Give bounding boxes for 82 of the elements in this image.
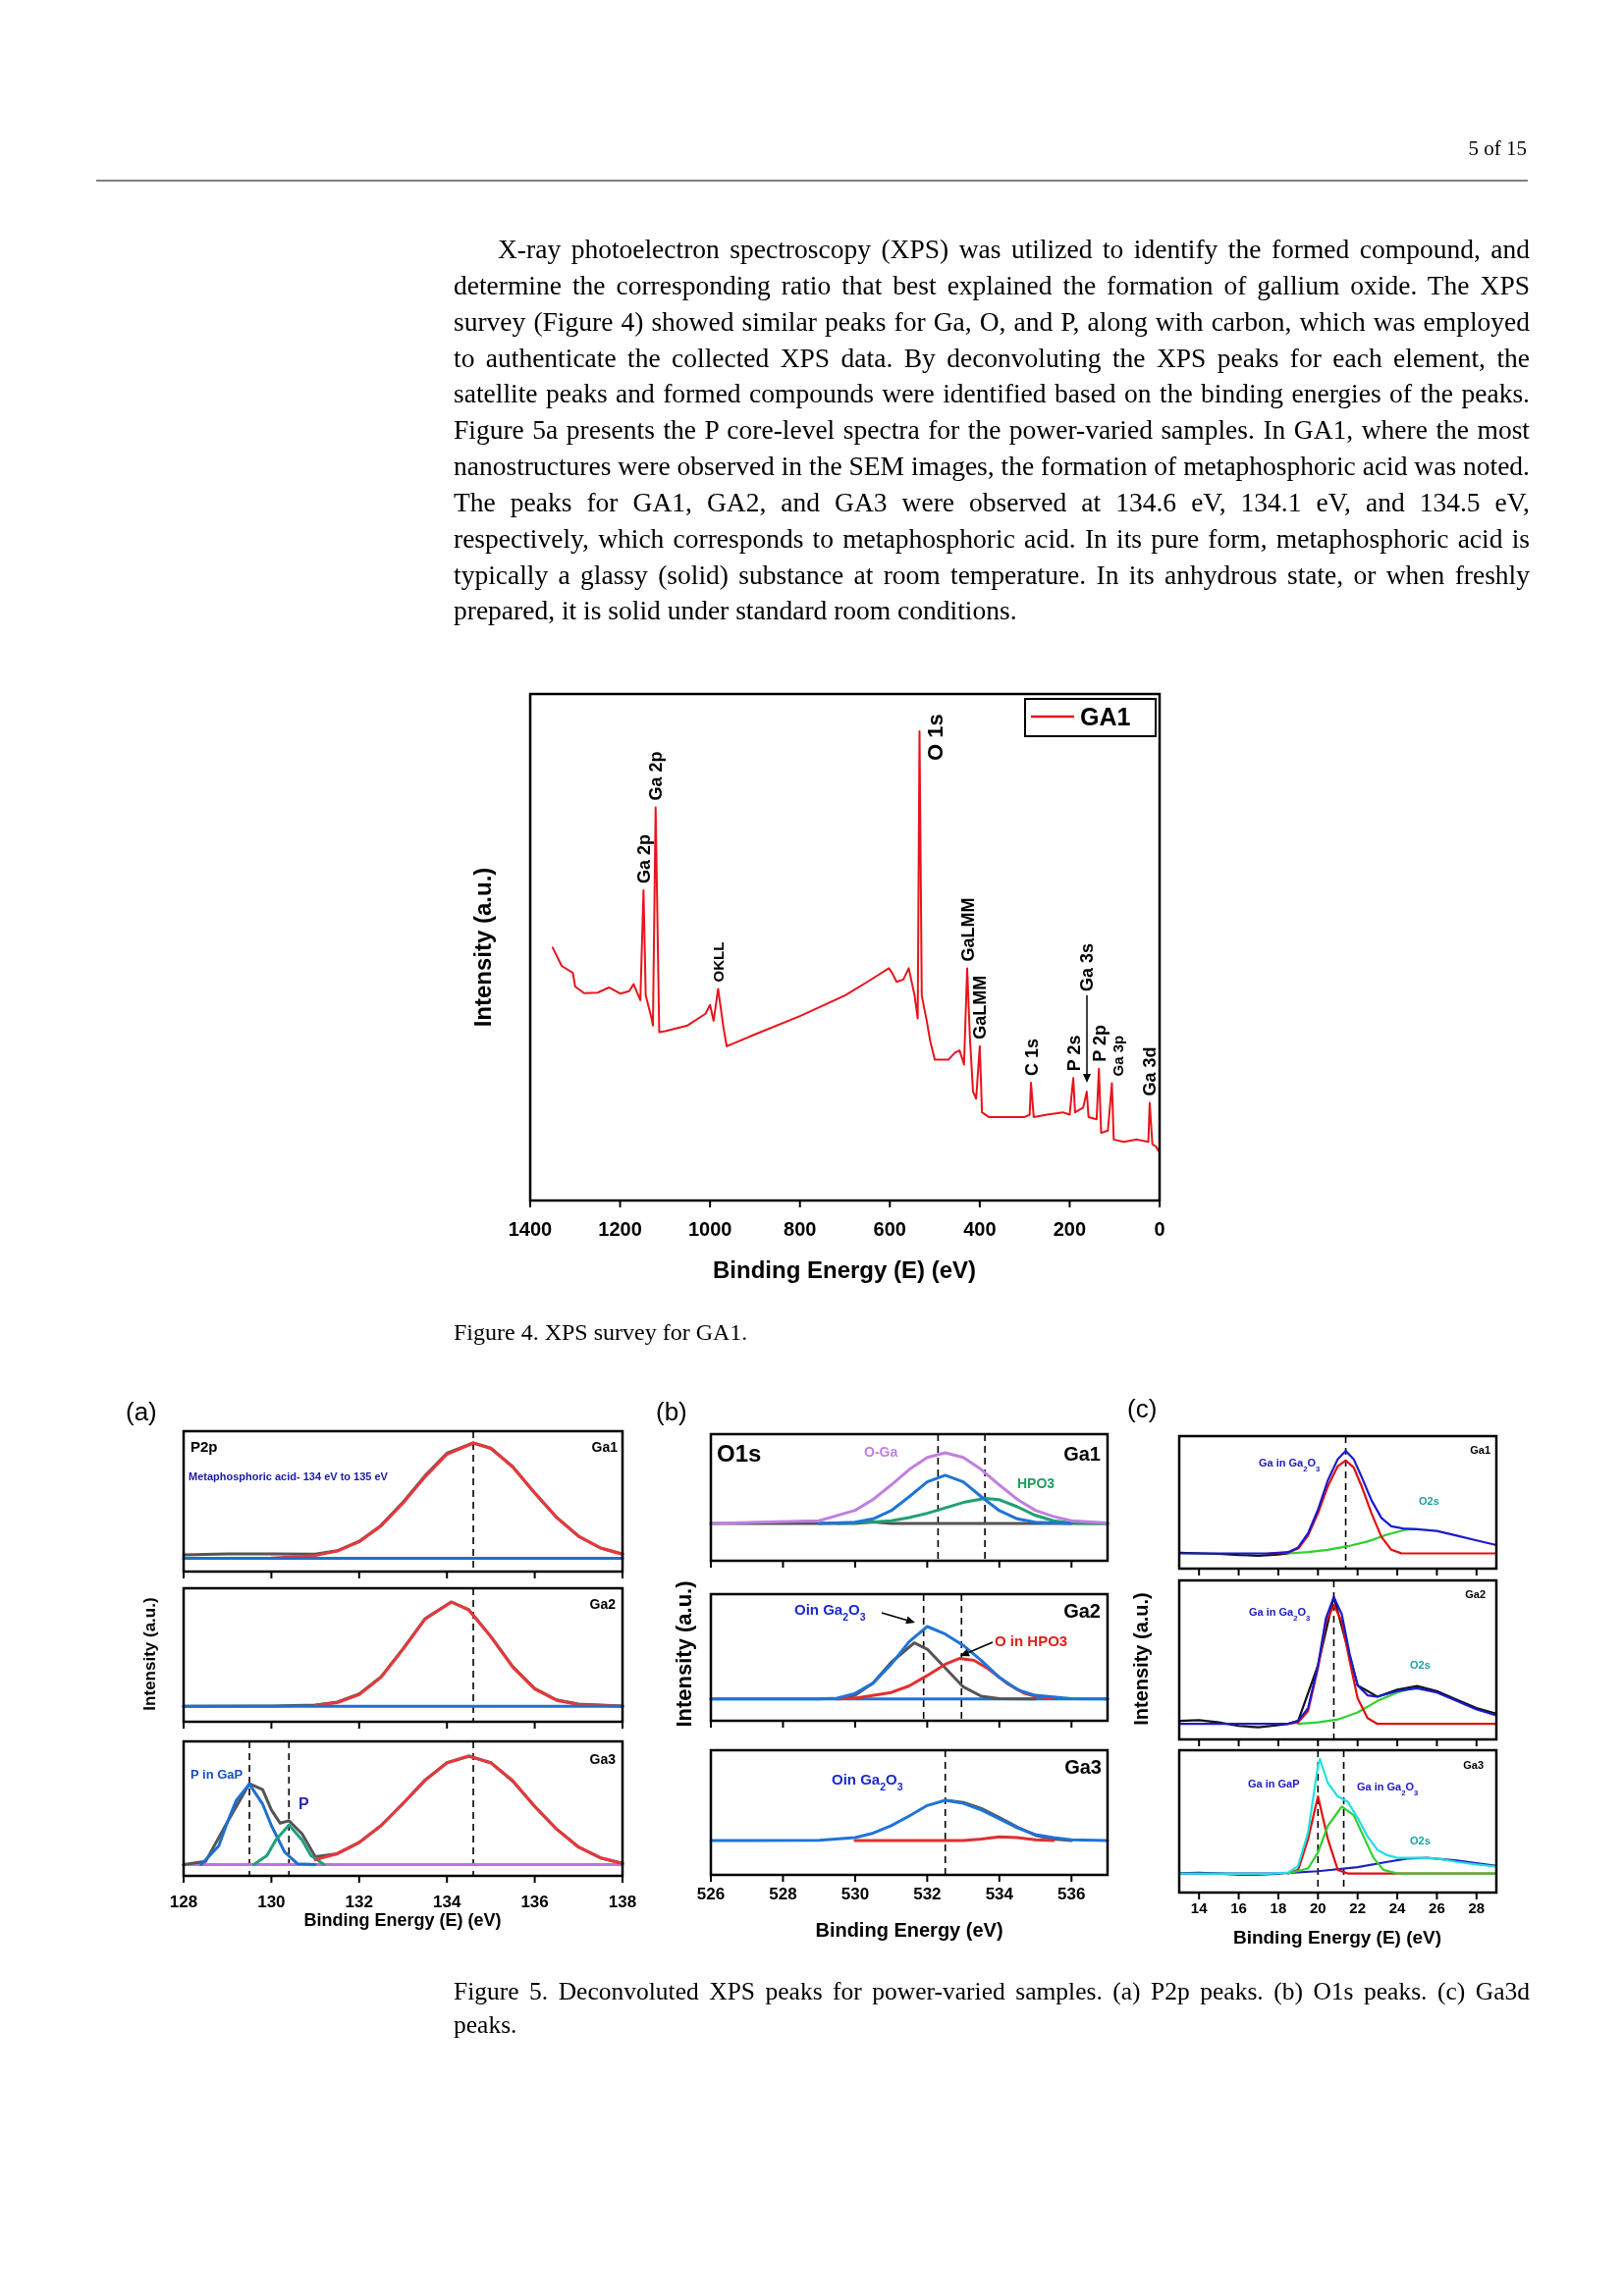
annotation: Ga in Ga$_{2}$O$_{3}$ xyxy=(1357,1781,1419,1797)
text: Ga3 xyxy=(1064,1756,1102,1778)
x-tick-label: 134 xyxy=(433,1893,461,1911)
annotation: Ga3 xyxy=(589,1751,617,1767)
annotation: GaLMM xyxy=(970,975,991,1040)
annotation: C 1s xyxy=(1021,1038,1042,1077)
caption: Figure 4. XPS survey for GA1. xyxy=(454,1319,748,1345)
annotation: Ga 3d xyxy=(1140,1046,1161,1096)
annotation: O in HPO3 xyxy=(995,1632,1068,1649)
annotation: Ga 2p xyxy=(646,751,667,801)
x-tick-label: 20 xyxy=(1309,1899,1326,1916)
x-tick-label: 138 xyxy=(608,1893,637,1911)
y-axis-title: Intensity (a.u.) xyxy=(672,1580,696,1728)
text: Ga2 xyxy=(1063,1600,1101,1622)
annotation: Ga1 xyxy=(1470,1444,1490,1456)
annotation: O2s xyxy=(1410,1835,1431,1846)
x-tick-label: 136 xyxy=(520,1893,549,1911)
x-tick-label: 1400 xyxy=(508,1218,553,1240)
annotation: O2s xyxy=(1410,1659,1431,1671)
x-tick-label: 0 xyxy=(1154,1218,1165,1240)
x-tick-label: 530 xyxy=(840,1885,870,1903)
annotation: P2p xyxy=(190,1438,218,1455)
x-tick-label: 16 xyxy=(1230,1899,1247,1916)
x-axis-title: Binding Energy (E) (eV) xyxy=(712,1256,977,1283)
annotation: Ga in Ga$_{2}$O$_{3}$ xyxy=(1259,1457,1321,1473)
annotation: Ga3 xyxy=(1463,1759,1484,1771)
text: (b) xyxy=(656,1397,687,1426)
x-tick-label: 22 xyxy=(1349,1899,1367,1916)
caption: Figure 5. Deconvoluted XPS peaks for power-varied samples. (a) P2p peaks. (b) O1s peaks. (c) Ga3d peaks. xyxy=(454,1976,1530,2042)
annotation: Ga 2p xyxy=(633,834,654,884)
y-axis-title: Intensity (a.u.) xyxy=(140,1597,159,1711)
x-tick-label: 526 xyxy=(696,1885,726,1903)
x-axis-title: Binding Energy (eV) xyxy=(815,1919,1003,1941)
x-tick-label: 200 xyxy=(1053,1218,1087,1240)
x-tick-label: 18 xyxy=(1270,1899,1287,1916)
annotation: P xyxy=(298,1795,309,1812)
x-tick-label: 534 xyxy=(985,1885,1014,1903)
x-tick-label: 400 xyxy=(963,1218,997,1240)
annotation: P 2s xyxy=(1063,1035,1084,1072)
x-tick-label: 532 xyxy=(913,1885,942,1903)
annotation: GaLMM xyxy=(957,897,978,962)
y-axis-title: Intensity (a.u.) xyxy=(469,867,496,1028)
x-tick-label: 130 xyxy=(257,1893,286,1911)
annotation: Ga 3s xyxy=(1077,942,1097,991)
x-tick-label: 1000 xyxy=(687,1218,732,1240)
x-tick-label: 24 xyxy=(1388,1899,1407,1916)
x-tick-label: 600 xyxy=(873,1218,906,1240)
x-axis-title: Binding Energy (E) (eV) xyxy=(303,1910,502,1930)
text: 5 of 15 xyxy=(1468,136,1527,160)
text: X-ray photoelectron spectroscopy (XPS) was utilized to identify the formed compound, and determine the corresponding ratio that best explained the formation of gallium oxide. The XPS survey (Figure 4) showed similar peaks for Ga, O, and P, along with carbon, which was employed to authenticate the collected XPS data. By deconvoluting the XPS peaks for each element, the satellite peaks and formed compounds were identified based on the binding energies of the peaks. Figure 5a presents the P core-level spectra for the power-varied samples. In GA1, where the most nanostructures were observed in the SEM images, the formation of metaphosphoric acid was noted. The peaks for GA1, GA2, and GA3 were observed at 134.6 eV, 134.1 eV, and 134.5 eV, respectively, which corresponds to metaphosphoric acid. In its pure form, metaphosphoric acid is typically a glassy (solid) substance at room temperature. In its anhydrous state, or when freshly prepared, it is solid under standard room conditions. xyxy=(454,234,1530,626)
x-tick-label: 14 xyxy=(1190,1899,1209,1916)
y-axis-title: Intensity (a.u.) xyxy=(1130,1592,1152,1726)
annotation: Ga2 xyxy=(1465,1588,1486,1600)
x-tick-label: 26 xyxy=(1429,1899,1445,1916)
text: Oin Ga$_{2}$O$_{3}$ xyxy=(794,1601,866,1623)
annotation: O1s xyxy=(717,1440,762,1467)
annotation: Ga in GaP xyxy=(1248,1778,1300,1789)
legend-label: GA1 xyxy=(1080,703,1131,730)
annotation: Ga1 xyxy=(1063,1443,1101,1465)
x-tick-label: 1200 xyxy=(598,1218,642,1240)
annotation: HPO3 xyxy=(1017,1475,1056,1491)
text: (c) xyxy=(1127,1394,1158,1423)
text: (a) xyxy=(126,1397,157,1426)
x-tick-label: 28 xyxy=(1468,1899,1486,1916)
x-tick-label: 132 xyxy=(345,1893,373,1911)
x-tick-label: 536 xyxy=(1057,1885,1086,1903)
x-axis-title: Binding Energy (E) (eV) xyxy=(1232,1927,1442,1948)
annotation: Ga2 xyxy=(589,1596,617,1612)
text: Oin Ga$_{2}$O$_{3}$ xyxy=(832,1771,903,1792)
annotation: O2s xyxy=(1419,1495,1439,1507)
x-tick-label: 128 xyxy=(169,1893,198,1911)
annotation: Metaphosphoric acid- 134 eV to 135 eV xyxy=(189,1470,389,1482)
x-tick-label: 528 xyxy=(769,1885,797,1903)
annotation: Ga 3p xyxy=(1109,1035,1126,1077)
annotation: Ga in Ga$_{2}$O$_{3}$ xyxy=(1249,1606,1311,1623)
annotation: O-Ga xyxy=(864,1444,898,1460)
x-tick-label: 800 xyxy=(784,1218,817,1240)
annotation: OKLL xyxy=(709,941,727,983)
annotation: O 1s xyxy=(923,714,948,761)
annotation: Ga1 xyxy=(591,1439,619,1455)
annotation: P in GaP xyxy=(190,1767,244,1782)
annotation: P 2p xyxy=(1089,1024,1110,1062)
